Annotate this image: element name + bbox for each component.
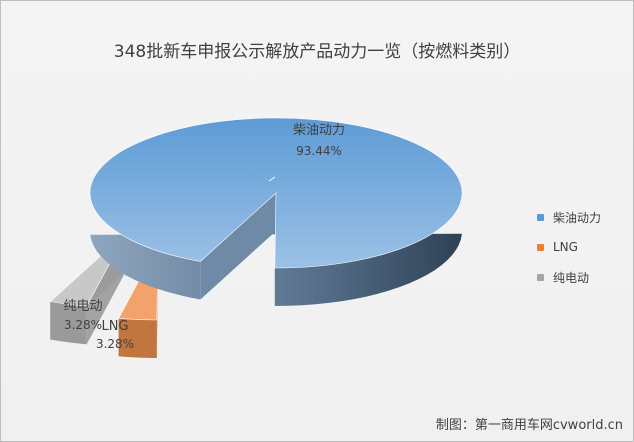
legend-label-lng: LNG (553, 240, 578, 254)
data-label-value-electric: 3.28% (64, 318, 102, 332)
data-label-name-lng: LNG (101, 319, 128, 334)
chart-title: 348批新车申报公示解放产品动力一览（按燃料类别） (113, 42, 521, 62)
legend-item-diesel: 柴油动力 (537, 202, 601, 232)
legend-swatch-electric (537, 273, 544, 281)
leader-line (268, 176, 276, 182)
data-label-name-electric: 纯电动 (63, 299, 102, 314)
pie-cut-diesel (200, 193, 276, 300)
data-label-value-lng: 3.28% (96, 337, 134, 351)
pie-top-diesel (89, 117, 463, 269)
legend-swatch-lng (537, 243, 544, 251)
legend-swatch-diesel (537, 213, 544, 221)
legend: 柴油动力 LNG 纯电动 (537, 202, 601, 292)
data-label-name-diesel: 柴油动力 (293, 123, 345, 138)
data-label-value-diesel: 93.44% (296, 144, 342, 158)
legend-label-electric: 纯电动 (553, 270, 590, 285)
legend-label-diesel: 柴油动力 (553, 210, 602, 225)
legend-item-electric: 纯电动 (537, 262, 601, 292)
legend-item-lng: LNG (537, 232, 601, 262)
source-credit: 制图：第一商用车网cvworld.cn (435, 418, 623, 433)
pie-slice-diesel (89, 117, 463, 306)
